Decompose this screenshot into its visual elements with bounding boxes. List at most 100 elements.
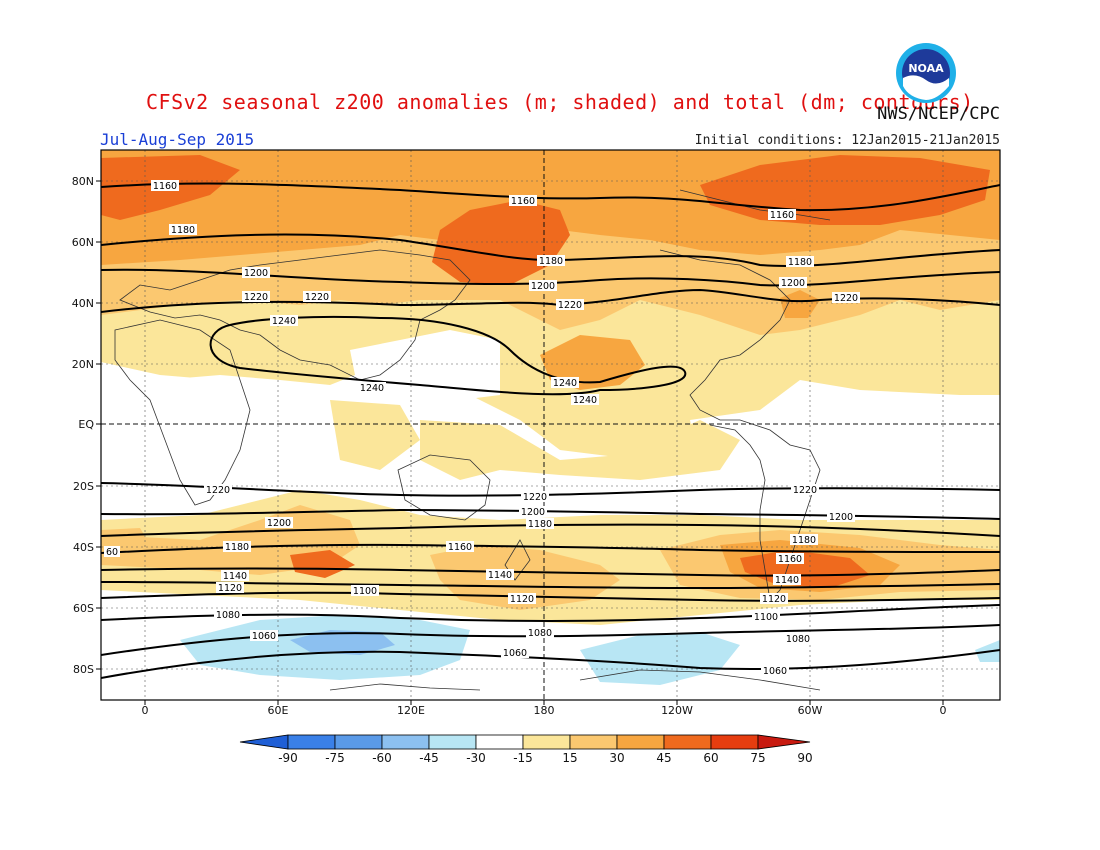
lat-label: EQ [78,418,94,431]
contour-label: 1220 [793,485,817,496]
colorbar-segment [428,734,477,750]
contour-label-bg [556,299,584,310]
lat-label: 80S [73,663,94,676]
colorbar-label: 30 [609,751,624,765]
contour-label-bg [270,315,298,326]
contour-label: 1240 [360,383,384,394]
anomaly-shading [101,150,1000,700]
height-contours [101,182,1000,679]
contour-label-bg [223,541,251,552]
lat-label: 40N [72,297,94,310]
contour-label-bg [521,491,549,502]
contour-label-bg [214,609,242,620]
contour-label: 1200 [829,512,853,523]
contour-label-bg [169,224,197,235]
contour-label: 1120 [510,594,534,605]
colorbar-segment [381,734,430,750]
contour-label: 1160 [778,554,802,565]
colorbar-label: 90 [797,751,812,765]
colorbar-label: -75 [325,751,345,765]
contour-label-bg [773,574,801,585]
lat-label: 80N [72,175,94,188]
lon-label: 0 [142,704,149,717]
lat-label: 60N [72,236,94,249]
contour-label-bg [486,569,514,580]
contour-label-bg [791,484,819,495]
contour-label-bg [790,534,818,545]
contour-label: 1140 [223,571,247,582]
lon-label: 120W [661,704,693,717]
contour-label: 1060 [763,666,787,677]
contour-label: 1080 [786,634,810,645]
contour-label: 1120 [762,594,786,605]
contour-label: 1200 [267,518,291,529]
contour-label: 1240 [573,395,597,406]
contour-label-bg [784,633,812,644]
contour-label: 1120 [218,583,242,594]
contour-label-bg [351,585,379,596]
colorbar-label: 75 [750,751,765,765]
contour-label-bg [446,541,474,552]
colorbar-segment [522,734,571,750]
colorbar-label: 15 [562,751,577,765]
contour-label-bg [779,277,807,288]
lon-label: 0 [940,704,947,717]
contour-label: 1220 [558,300,582,311]
contour-label-bg [151,180,179,191]
contour-label-bg [303,291,331,302]
contour-label-bg [242,267,270,278]
contour-label: 1180 [225,542,249,553]
contour-label-bg [761,665,789,676]
contour-label-bg [752,611,780,622]
contour-label: 1200 [781,278,805,289]
contour-label: 1200 [244,268,268,279]
contour-label: 1160 [448,542,472,553]
colorbar-segment [475,734,524,750]
contour-label-bg [551,377,579,388]
contour-label: 1220 [834,293,858,304]
contour-label-bg [526,518,554,529]
colorbar-segment [710,734,759,750]
contour-label: 1180 [788,257,812,268]
contour-label: 1080 [216,610,240,621]
contour-label-bg [204,484,232,495]
contour-label: 1140 [775,575,799,586]
noaa-logo-text: NOAA [908,62,944,75]
contour-label-bg [760,593,788,604]
contour-label: 1220 [305,292,329,303]
contour-label-bg [242,291,270,302]
colorbar-segment [334,734,383,750]
noaa-logo: NOAA [896,43,956,103]
lat-label: 40S [73,541,94,554]
contour-label: 1060 [252,631,276,642]
contour-label-bg [509,195,537,206]
latitude-labels: 80N 60N 40N 20N EQ 20S 40S 60S 80S [72,175,101,676]
contour-label-bg [104,546,120,557]
colorbar-label: -60 [372,751,392,765]
colorbar-label: -45 [419,751,439,765]
lon-label: 120E [397,704,425,717]
contour-label: 1140 [488,570,512,581]
contour-label-bg [786,256,814,267]
contour-label-bg [832,292,860,303]
contour-label-bg [250,630,278,641]
contour-label-bg [508,593,536,604]
contour-label-bg [537,255,565,266]
period-label: Jul-Aug-Sep 2015 [100,130,255,149]
contour-label-bg [526,627,554,638]
contour-label: 1080 [528,628,552,639]
map-frame [100,149,1001,701]
contour-label: 1220 [244,292,268,303]
graticule [101,150,1000,700]
colorbar-right-arrow [757,734,811,750]
contour-label-bg [827,511,855,522]
contour-label: 1200 [521,507,545,518]
lon-label: 60W [798,704,823,717]
lat-label: 20N [72,358,94,371]
colorbar: -90 -75 -60 -45 -30 -15 15 30 45 60 75 90 [239,734,813,765]
contour-label: 1100 [353,586,377,597]
colorbar-left-arrow [239,734,289,750]
equator-and-dateline [101,150,1000,700]
